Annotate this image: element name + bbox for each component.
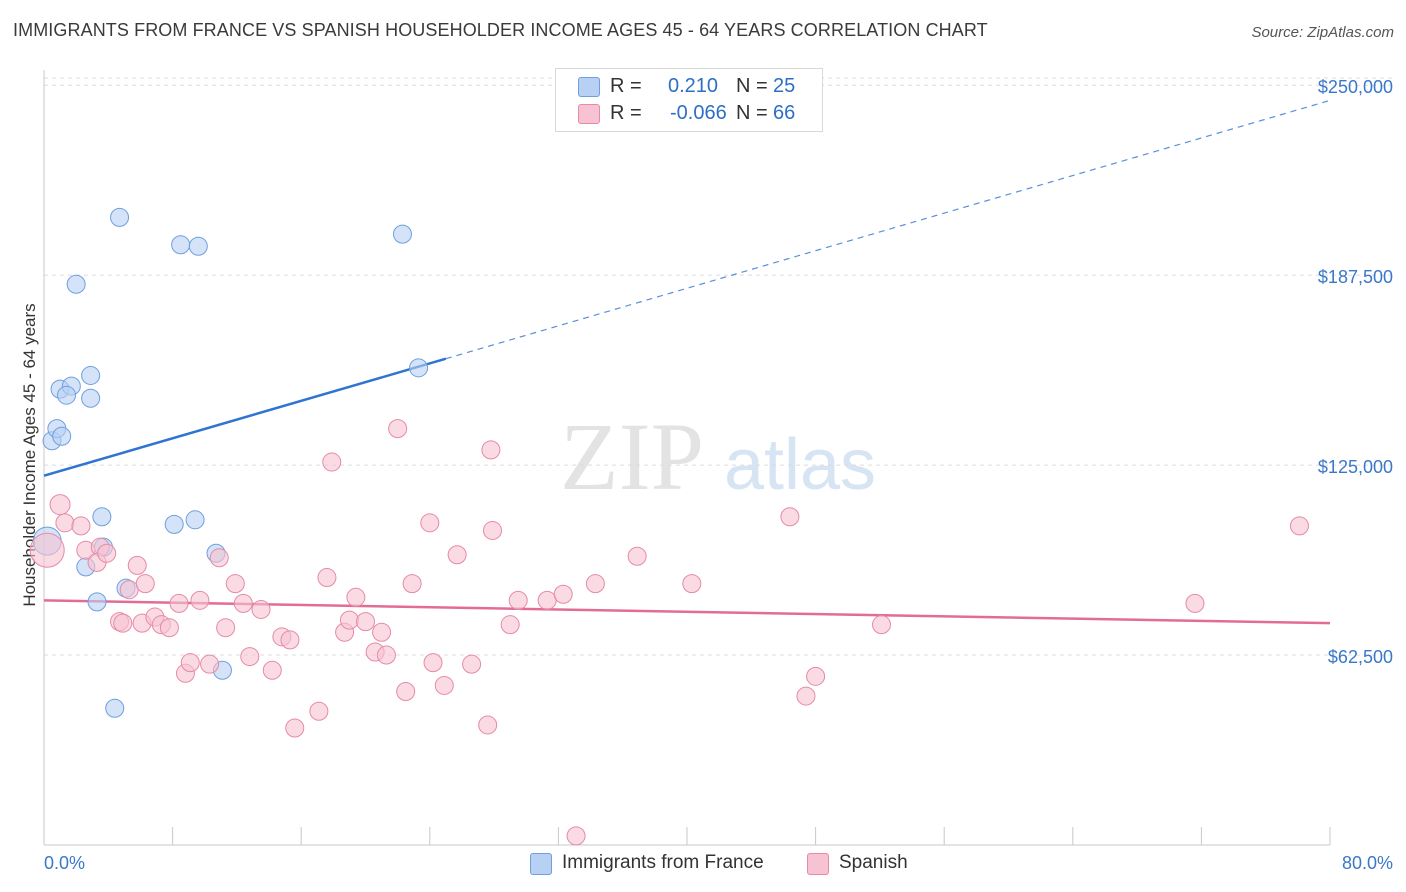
spanish-point	[356, 612, 375, 632]
france-trendline	[43, 357, 447, 477]
france-point	[105, 698, 125, 718]
france-point	[392, 224, 412, 244]
r-label: R =	[610, 102, 642, 124]
n-label: N =	[736, 75, 768, 97]
r-value: -0.066	[670, 102, 727, 124]
spanish-point	[796, 686, 816, 706]
france-point	[92, 507, 112, 527]
spanish-point	[113, 613, 133, 633]
spanish-point	[447, 545, 467, 565]
spanish-point	[780, 507, 800, 527]
spanish-point	[240, 647, 260, 667]
spanish-point	[49, 494, 71, 516]
x-tick-label-right: 80.0%	[1342, 853, 1393, 873]
spanish-point	[1185, 593, 1205, 613]
spanish-point	[553, 584, 573, 604]
france-point	[57, 385, 77, 405]
france-point	[87, 592, 107, 612]
france-point	[81, 365, 101, 385]
france-point	[81, 388, 101, 408]
spanish-point	[806, 666, 826, 686]
spanish-point	[402, 574, 422, 594]
y-tick-label: $250,000	[1318, 77, 1393, 97]
spanish-point	[29, 532, 65, 568]
spanish-point	[682, 574, 702, 594]
correlation-legend: R = 0.210 N = 25 R = -0.066 N = 66	[555, 68, 823, 132]
spanish-point	[209, 548, 229, 568]
france-point	[164, 514, 184, 534]
spanish-point	[372, 622, 392, 642]
spanish-point	[376, 645, 396, 665]
legend-label-spanish: Spanish	[839, 852, 908, 873]
y-tick-label: $125,000	[1318, 457, 1393, 477]
spanish-point	[169, 593, 189, 613]
spanish-point	[482, 520, 502, 540]
france-point	[171, 235, 191, 255]
france-trendline-extension	[445, 99, 1331, 360]
spanish-point	[285, 718, 305, 738]
france-point	[185, 510, 205, 530]
spanish-point	[388, 419, 408, 439]
spanish-point	[127, 555, 147, 575]
spanish-point	[339, 610, 359, 630]
spanish-point	[537, 590, 557, 610]
legend-swatch-blue	[530, 853, 552, 875]
spanish-point	[317, 568, 337, 588]
spanish-point	[216, 618, 236, 638]
y-tick-label: $187,500	[1318, 267, 1393, 287]
watermark: ZIP atlas	[560, 403, 876, 510]
spanish-point	[309, 701, 329, 721]
watermark-zip: ZIP	[560, 403, 704, 510]
spanish-point	[159, 618, 179, 638]
france-point	[409, 358, 429, 378]
spanish-point	[225, 574, 245, 594]
legend-swatch-pink	[807, 853, 829, 875]
n-value: 25	[773, 75, 796, 97]
spanish-point	[97, 543, 117, 563]
spanish-point	[500, 615, 520, 635]
france-point	[110, 207, 130, 227]
spanish-point	[478, 715, 498, 735]
spanish-point	[585, 574, 605, 594]
france-point	[188, 236, 208, 256]
n-value: 66	[773, 102, 796, 124]
spanish-point	[180, 653, 200, 673]
legend-label-france: Immigrants from France	[562, 852, 764, 873]
spanish-point	[481, 440, 501, 460]
france-point	[66, 274, 86, 294]
spanish-point	[872, 615, 892, 635]
spanish-point	[190, 590, 210, 610]
spanish-point	[322, 452, 342, 472]
spanish-point	[71, 516, 91, 536]
spanish-point	[508, 590, 528, 610]
spanish-point	[135, 574, 155, 594]
n-label: N =	[736, 102, 768, 124]
spanish-point	[251, 599, 271, 619]
spanish-point	[420, 513, 440, 533]
spanish-point	[119, 580, 139, 600]
x-tick-label-left: 0.0%	[44, 853, 85, 873]
spanish-point	[396, 682, 416, 702]
france-point	[52, 426, 72, 446]
spanish-point	[462, 654, 482, 674]
spanish-point	[1289, 516, 1309, 536]
spanish-point	[262, 660, 282, 680]
spanish-point	[566, 826, 586, 846]
chart-title: IMMIGRANTS FROM FRANCE VS SPANISH HOUSEH…	[13, 20, 988, 40]
legend-swatch-pink	[578, 104, 600, 124]
spanish-point	[233, 593, 253, 613]
y-tick-label: $62,500	[1328, 647, 1393, 667]
legend-swatch-blue	[578, 77, 600, 97]
spanish-point	[423, 653, 443, 673]
r-value: 0.210	[668, 75, 719, 97]
spanish-point	[434, 675, 454, 695]
source-label: Source: ZipAtlas.com	[1251, 24, 1394, 41]
spanish-point	[200, 654, 220, 674]
spanish-point	[280, 630, 300, 650]
r-label: R =	[610, 75, 642, 97]
spanish-point	[346, 587, 366, 607]
spanish-point	[55, 513, 75, 533]
spanish-point	[627, 546, 647, 566]
